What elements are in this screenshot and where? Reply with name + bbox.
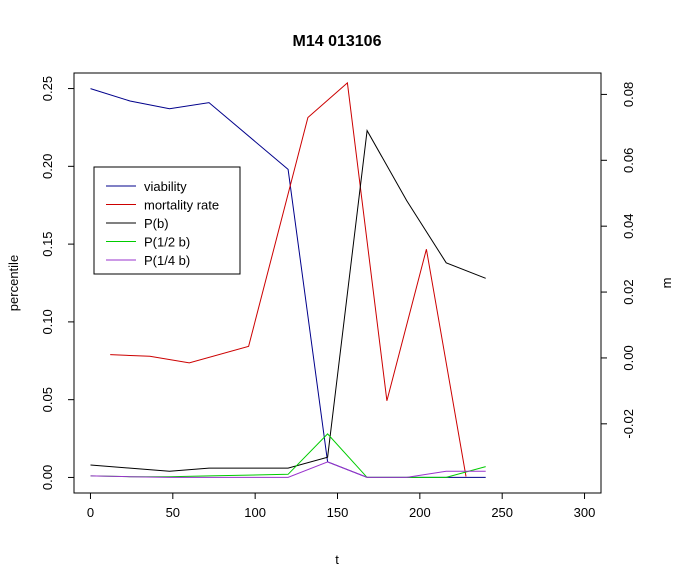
y-tick-label: 0.15 — [40, 231, 55, 256]
x-tick-label: 300 — [574, 505, 596, 520]
legend-label: P(b) — [144, 216, 169, 231]
x-tick-label: 0 — [87, 505, 94, 520]
y-axis-right: -0.02 0.00 0.02 0.04 0.06 0.08 — [601, 82, 636, 439]
x-tick-label: 200 — [409, 505, 431, 520]
series-line-mortality-rate — [110, 81, 467, 477]
y-tick-label: 0.05 — [40, 387, 55, 412]
legend-label: P(1/4 b) — [144, 253, 190, 268]
y2-tick-label: 0.04 — [621, 214, 636, 239]
y-tick-label: 0.00 — [40, 465, 55, 490]
legend-label: P(1/2 b) — [144, 235, 190, 250]
x-axis-label: t — [335, 552, 339, 567]
x-tick-label: 50 — [166, 505, 180, 520]
y-tick-label: 0.10 — [40, 309, 55, 334]
y-tick-label: 0.25 — [40, 76, 55, 101]
x-axis: 0 50 100 150 200 250 300 — [87, 493, 596, 520]
plot-frame — [73, 72, 602, 494]
legend-label: viability — [144, 179, 187, 194]
legend-label: mortality rate — [144, 198, 219, 213]
x-tick-label: 250 — [491, 505, 513, 520]
x-tick-label: 100 — [244, 505, 266, 520]
y2-tick-label: 0.02 — [621, 279, 636, 304]
y-axis-left: 0.00 0.05 0.10 0.15 0.20 0.25 — [40, 76, 74, 490]
legend-box — [93, 166, 241, 275]
series-layer — [90, 81, 486, 478]
y2-tick-label: -0.02 — [621, 409, 636, 439]
y-tick-label: 0.20 — [40, 154, 55, 179]
x-tick-label: 150 — [327, 505, 349, 520]
series-line-p-b — [90, 129, 486, 472]
y-axis-label: percentile — [6, 255, 21, 311]
series-line-p-1-2-b — [90, 433, 486, 478]
legend: viability mortality rate P(b) P(1/2 b) P(1/4… — [93, 166, 241, 275]
y2-tick-label: 0.08 — [621, 82, 636, 107]
chart-title: M14 013106 — [293, 33, 382, 50]
y2-axis-label: m — [659, 278, 674, 289]
series-line-viability — [90, 88, 486, 478]
y2-tick-label: 0.06 — [621, 148, 636, 173]
series-line-p-1-4-b — [90, 461, 486, 478]
y2-tick-label: 0.00 — [621, 345, 636, 370]
